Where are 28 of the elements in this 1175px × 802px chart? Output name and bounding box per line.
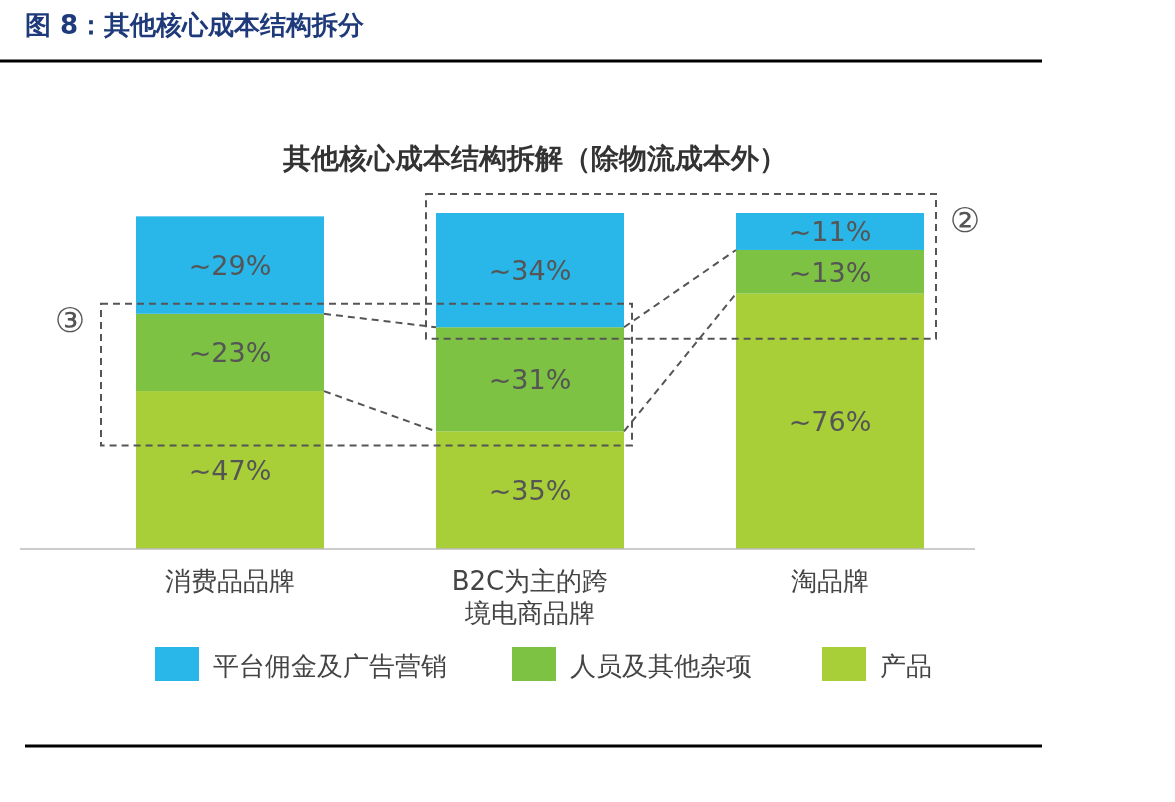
- bar: [136, 391, 324, 549]
- annotation: ②: [949, 200, 981, 240]
- legend-label: 产品: [880, 651, 932, 681]
- data-label: ~13%: [788, 256, 872, 288]
- data-label: ~29%: [188, 250, 272, 282]
- bar: [136, 216, 324, 314]
- data-label: ~35%: [488, 475, 572, 507]
- bar: [736, 213, 924, 250]
- data-label: ~34%: [488, 255, 572, 287]
- bar: [436, 327, 624, 432]
- bar: [136, 313, 324, 392]
- chart-subtitle: 其他核心成本结构拆解（除物流成本外）: [282, 142, 787, 175]
- annotation: ③: [54, 300, 86, 340]
- chart-title: 图 8：其他核心成本结构拆分: [25, 10, 366, 40]
- bar: [736, 293, 924, 549]
- data-label: ~47%: [188, 455, 272, 487]
- data-label: ~31%: [488, 364, 572, 396]
- legend-label: 平台佣金及广告营销: [213, 651, 447, 681]
- x-tick-label: 淘品牌: [791, 566, 869, 596]
- data-label: ~11%: [788, 216, 872, 248]
- data-label: ~23%: [188, 337, 272, 369]
- bar: [436, 431, 624, 549]
- bar: [436, 213, 624, 328]
- x-tick-label: B2C为主的跨境电商品牌: [451, 566, 609, 628]
- x-tick-label: 消费品品牌: [165, 566, 295, 596]
- data-label: ~76%: [788, 406, 872, 438]
- legend-label: 人员及其他杂项: [570, 651, 752, 681]
- bar: [736, 249, 924, 294]
